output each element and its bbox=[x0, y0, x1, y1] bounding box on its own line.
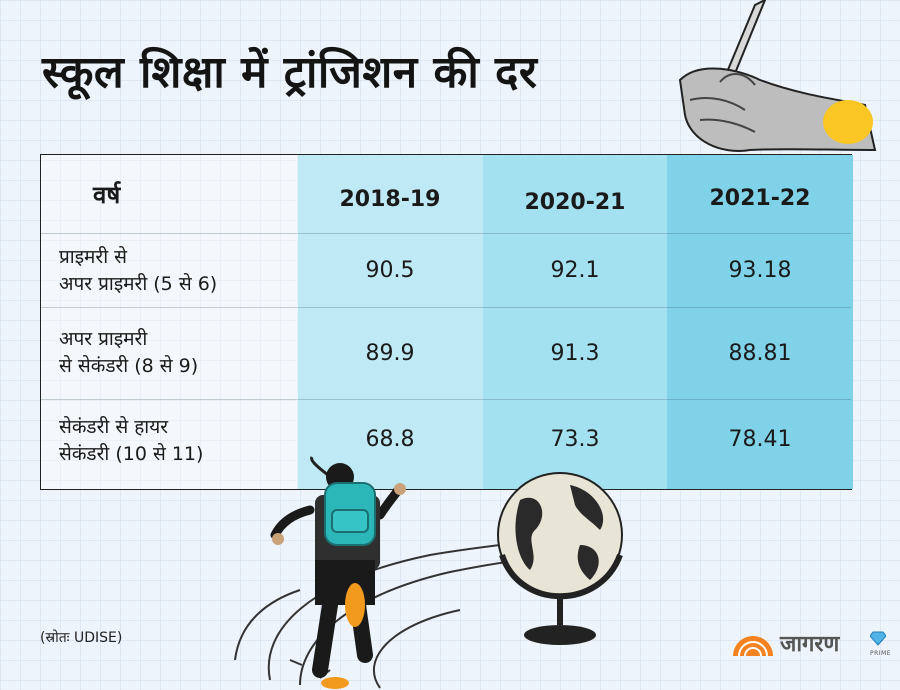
row-divider bbox=[41, 399, 851, 400]
year-header-2020-21: 2020-21 bbox=[524, 189, 626, 215]
year-header-2021-22: 2021-22 bbox=[709, 185, 811, 211]
column-band-2021-22 bbox=[667, 155, 853, 489]
row-label-line: प्राइमरी से bbox=[59, 246, 127, 268]
row-label-line: सेकंडरी (10 से 11) bbox=[59, 443, 204, 465]
row-divider bbox=[41, 233, 851, 234]
year-header-2018-19: 2018-19 bbox=[339, 186, 441, 212]
table-cell: 92.1 bbox=[550, 257, 600, 283]
logo-prime-label: PRIME bbox=[870, 650, 892, 657]
table-cell: 93.18 bbox=[728, 257, 792, 283]
column-band-2020-21 bbox=[483, 155, 667, 489]
row-label-line: सेकंडरी से हायर bbox=[59, 416, 169, 438]
table-cell: 88.81 bbox=[728, 340, 792, 366]
transition-rate-table: वर्ष 2018-19 2020-21 2021-22 प्राइमरी से… bbox=[40, 154, 853, 490]
table-cell: 89.9 bbox=[365, 340, 415, 366]
table-cell: 78.41 bbox=[728, 426, 792, 452]
table-cell: 90.5 bbox=[365, 257, 415, 283]
logo-wordmark: जागरण bbox=[780, 632, 840, 657]
row-label-line: से सेकंडरी (8 से 9) bbox=[59, 355, 199, 377]
table-cell: 68.8 bbox=[365, 426, 415, 452]
hand-writing-pencil-illustration bbox=[678, 0, 877, 152]
column-divider bbox=[297, 155, 298, 489]
row-label-primary-to-upper-primary: प्राइमरी से अपर प्राइमरी (5 से 6) bbox=[59, 235, 289, 307]
row-label-upper-primary-to-secondary: अपर प्राइमरी से सेकंडरी (8 से 9) bbox=[59, 309, 289, 397]
row-divider bbox=[41, 307, 851, 308]
running-girl-backpack-illustration bbox=[270, 456, 406, 689]
column-band-2018-19 bbox=[297, 155, 483, 489]
row-label-secondary-to-higher-secondary: सेकंडरी से हायर सेकंडरी (10 से 11) bbox=[59, 399, 289, 483]
jagran-sunrise-logo-icon bbox=[733, 636, 773, 657]
row-label-line: अपर प्राइमरी (5 से 6) bbox=[59, 273, 218, 295]
table-cell: 91.3 bbox=[550, 340, 600, 366]
diamond-icon bbox=[870, 631, 886, 646]
table-cell: 73.3 bbox=[550, 426, 600, 452]
source-note: (स्रोतः UDISE) bbox=[40, 630, 123, 646]
jagran-prime-logo: जागरण PRIME bbox=[730, 624, 892, 664]
year-header-label: वर्ष bbox=[93, 180, 121, 209]
globe-illustration bbox=[497, 472, 623, 645]
row-label-line: अपर प्राइमरी bbox=[59, 328, 148, 350]
page-title: स्कूल शिक्षा में ट्रांजिशन की दर bbox=[42, 47, 538, 98]
